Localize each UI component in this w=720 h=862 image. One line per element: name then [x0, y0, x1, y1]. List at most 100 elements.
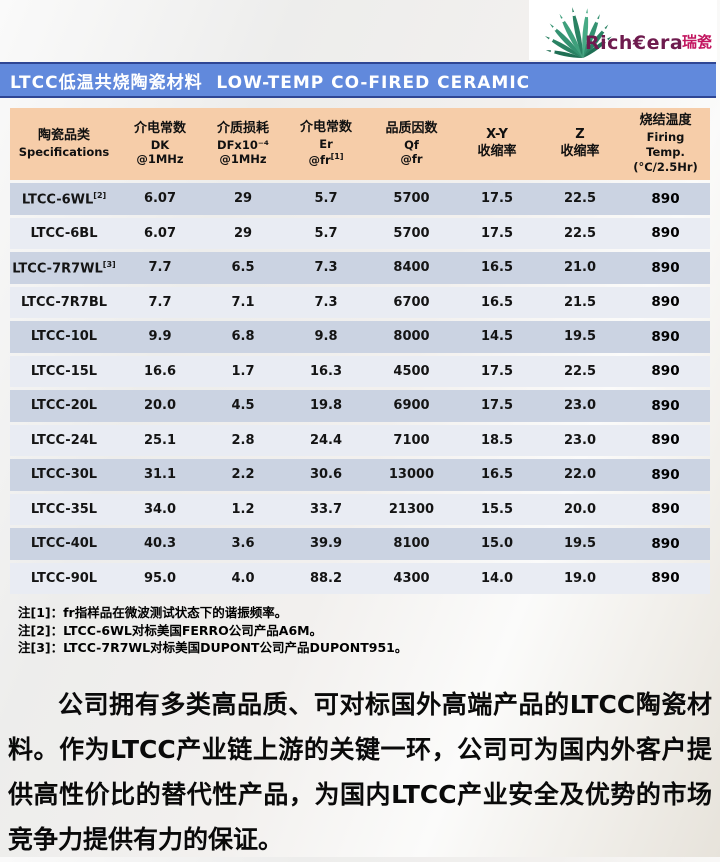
dk-cell: 25.1	[143, 432, 177, 448]
header-cell-dk: 介电常数 DK @1MHz	[133, 120, 186, 167]
header-cell-df: 介质损耗 DFx10⁻⁴ @1MHz	[216, 120, 269, 167]
z-shrinkage-cell: 22.0	[563, 467, 597, 483]
xy-shrinkage-cell: 16.5	[480, 260, 514, 276]
firing-temp-cell: 890	[651, 225, 680, 242]
firing-temp-cell: 890	[651, 501, 680, 518]
er-cell: 7.3	[314, 294, 338, 310]
spec-name-cell: LTCC-10L	[30, 329, 98, 345]
firing-temp-cell: 890	[651, 432, 680, 449]
spec-name-cell: LTCC-15L	[30, 363, 98, 379]
z-shrinkage-cell: 22.5	[563, 225, 597, 241]
df-cell: 2.8	[231, 432, 255, 448]
qf-cell: 5700	[393, 191, 430, 207]
dk-cell: 6.07	[143, 191, 177, 207]
firing-temp-cell: 890	[651, 363, 680, 380]
qf-cell: 13000	[388, 467, 435, 483]
er-cell: 30.6	[309, 467, 343, 483]
er-cell: 9.8	[314, 329, 338, 345]
table-row: LTCC-6WL[2] 6.07 29 5.7 5700 17.5 22.5 8…	[10, 183, 710, 215]
table-row: LTCC-40L 40.3 3.6 39.9 8100 15.0 19.5 89…	[10, 528, 710, 560]
dk-cell: 20.0	[143, 398, 177, 414]
qf-cell: 8400	[393, 260, 430, 276]
qf-cell: 4300	[393, 570, 430, 586]
title-bar: LTCC低温共烧陶瓷材料 LOW-TEMP CO-FIRED CERAMIC	[0, 62, 716, 98]
df-cell: 4.0	[231, 570, 255, 586]
er-cell: 33.7	[309, 501, 343, 517]
z-shrinkage-cell: 23.0	[563, 432, 597, 448]
xy-shrinkage-cell: 16.5	[480, 294, 514, 310]
header-cell-qf: 品质因数 Qf @fr	[385, 120, 438, 167]
table-body: LTCC-6WL[2] 6.07 29 5.7 5700 17.5 22.5 8…	[10, 183, 710, 594]
note-line-2: 注[2]：LTCC-6WL对标美国FERRO公司产品A6M。	[18, 622, 323, 638]
dk-cell: 95.0	[143, 570, 177, 586]
df-cell: 6.8	[231, 329, 255, 345]
spec-name-cell: LTCC-30L	[30, 467, 98, 483]
firing-temp-cell: 890	[651, 570, 680, 587]
logo-brand-cn-text: 瑞瓷	[681, 33, 712, 51]
qf-cell: 21300	[388, 501, 435, 517]
er-cell: 19.8	[309, 398, 343, 414]
qf-cell: 8000	[393, 329, 430, 345]
spec-name-cell: LTCC-20L	[30, 398, 98, 414]
table-row: LTCC-7R7WL[3] 7.7 6.5 7.3 8400 16.5 21.0…	[10, 252, 710, 284]
xy-shrinkage-cell: 15.0	[480, 536, 514, 552]
xy-shrinkage-cell: 17.5	[480, 363, 514, 379]
logo-brand-text: Rich€era	[585, 32, 684, 54]
er-cell: 39.9	[309, 536, 343, 552]
firing-temp-cell: 890	[651, 328, 680, 345]
df-cell: 1.2	[231, 501, 255, 517]
dk-cell: 6.07	[143, 225, 177, 241]
table-header: 陶瓷品类 Specifications 介电常数 DK @1MHz 介质损耗 D…	[10, 108, 710, 180]
z-shrinkage-cell: 21.0	[563, 260, 597, 276]
er-cell: 5.7	[314, 191, 338, 207]
firing-temp-cell: 890	[651, 397, 680, 414]
er-cell: 24.4	[309, 432, 343, 448]
firing-temp-cell: 890	[651, 259, 680, 276]
er-cell: 16.3	[309, 363, 343, 379]
spec-name-cell: LTCC-7R7WL[3]	[12, 259, 116, 276]
table-row: LTCC-20L 20.0 4.5 19.8 6900 17.5 23.0 89…	[10, 390, 710, 422]
df-cell: 29	[233, 225, 253, 241]
spec-name-cell: LTCC-90L	[30, 570, 98, 586]
note-line-1: 注[1]：fr指样品在微波测试状态下的谐振频率。	[18, 605, 288, 620]
table-row: LTCC-10L 9.9 6.8 9.8 8000 14.5 19.5 890	[10, 321, 710, 353]
table-row: LTCC-24L 25.1 2.8 24.4 7100 18.5 23.0 89…	[10, 424, 710, 456]
spec-name-cell: LTCC-7R7BL	[20, 294, 108, 310]
header-cell-z-shrinkage: Z 收缩率	[560, 127, 600, 159]
table-row: LTCC-30L 31.1 2.2 30.6 13000 16.5 22.0 8…	[10, 459, 710, 491]
df-cell: 7.1	[231, 294, 255, 310]
xy-shrinkage-cell: 17.5	[480, 191, 514, 207]
spec-name-cell: LTCC-6BL	[30, 225, 98, 241]
spec-name-cell: LTCC-24L	[30, 432, 98, 448]
z-shrinkage-cell: 19.5	[563, 536, 597, 552]
z-shrinkage-cell: 19.5	[563, 329, 597, 345]
dk-cell: 31.1	[143, 467, 177, 483]
xy-shrinkage-cell: 17.5	[480, 398, 514, 414]
dk-cell: 16.6	[143, 363, 177, 379]
qf-cell: 6700	[393, 294, 430, 310]
fan-leaves-icon	[544, 7, 612, 58]
spec-name-cell: LTCC-6WL[2]	[21, 190, 107, 207]
z-shrinkage-cell: 22.5	[563, 191, 597, 207]
intro-paragraph: 公司拥有多类高品质、可对标国外高端产品的LTCC陶瓷材料。作为LTCC产业链上游…	[8, 690, 712, 854]
z-shrinkage-cell: 20.0	[563, 501, 597, 517]
header-cell-xy-shrinkage: X-Y 收缩率	[477, 127, 517, 159]
table-row: LTCC-15L 16.6 1.7 16.3 4500 17.5 22.5 89…	[10, 355, 710, 387]
df-cell: 2.2	[231, 467, 255, 483]
header-cell-firing-temp: 烧结温度 Firing Temp. (°C/2.5Hr)	[633, 113, 698, 174]
qf-cell: 8100	[393, 536, 430, 552]
table-row: LTCC-90L 95.0 4.0 88.2 4300 14.0 19.0 89…	[10, 562, 710, 594]
z-shrinkage-cell: 21.5	[563, 294, 597, 310]
z-shrinkage-cell: 23.0	[563, 398, 597, 414]
df-cell: 4.5	[231, 398, 255, 414]
qf-cell: 7100	[393, 432, 430, 448]
er-cell: 7.3	[314, 260, 338, 276]
qf-cell: 5700	[393, 225, 430, 241]
z-shrinkage-cell: 19.0	[563, 570, 597, 586]
xy-shrinkage-cell: 18.5	[480, 432, 514, 448]
df-cell: 6.5	[231, 260, 255, 276]
xy-shrinkage-cell: 14.5	[480, 329, 514, 345]
page-title: LTCC低温共烧陶瓷材料 LOW-TEMP CO-FIRED CERAMIC	[10, 72, 531, 93]
xy-shrinkage-cell: 14.0	[480, 570, 514, 586]
